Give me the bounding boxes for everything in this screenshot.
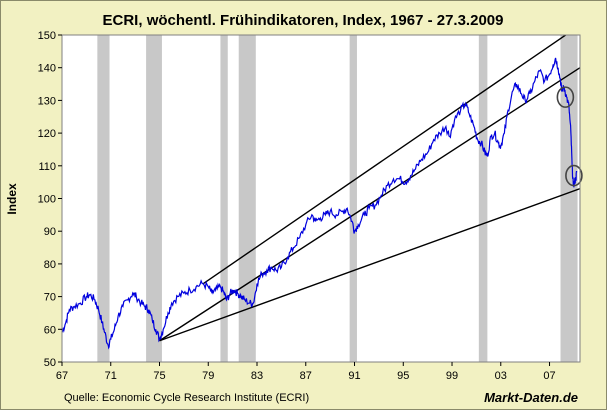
x-tick-label: 91	[348, 370, 360, 382]
x-tick-label: 07	[543, 370, 555, 382]
recession-band	[238, 35, 256, 362]
trend-line	[202, 35, 567, 285]
recession-band	[478, 35, 488, 362]
x-tick-label: 71	[105, 370, 117, 382]
y-tick-label: 140	[38, 63, 56, 75]
trend-line	[159, 188, 580, 342]
brand-label: Markt-Daten.de	[484, 390, 578, 405]
x-tick-label: 79	[202, 370, 214, 382]
plot-area	[62, 35, 580, 362]
y-tick-label: 110	[38, 161, 56, 173]
recession-band	[349, 35, 357, 362]
x-tick-label: 83	[251, 370, 263, 382]
y-tick-label: 150	[38, 30, 56, 42]
x-tick-label: 03	[495, 370, 507, 382]
highlight-circle	[556, 86, 575, 108]
recession-band	[220, 35, 228, 362]
y-tick-label: 100	[38, 194, 56, 206]
y-tick-label: 50	[44, 357, 56, 369]
chart-title: ECRI, wöchentl. Frühindikatoren, Index, …	[103, 12, 504, 29]
recession-band	[560, 35, 578, 362]
y-tick-label: 70	[44, 292, 56, 304]
highlight-circle	[565, 164, 583, 187]
x-axis: 67 71 75 79 83 87 91 95 99 03 07	[56, 362, 556, 382]
ecri-series-line	[61, 57, 578, 350]
y-axis-label: Index	[5, 183, 19, 215]
y-tick-label: 120	[38, 128, 56, 140]
x-tick-label: 75	[153, 370, 165, 382]
x-tick-label: 99	[446, 370, 458, 382]
recession-band	[146, 35, 162, 362]
y-axis: 50 60 70 80 90 100 110 120 130 140 150	[38, 30, 62, 369]
recession-band	[97, 35, 110, 362]
recession-bands	[97, 35, 578, 362]
y-tick-label: 80	[44, 259, 56, 271]
y-tick-label: 130	[38, 95, 56, 107]
x-tick-label: 67	[56, 370, 68, 382]
x-tick-label: 87	[300, 370, 312, 382]
y-tick-label: 90	[44, 226, 56, 238]
y-tick-label: 60	[44, 324, 56, 336]
x-tick-label: 95	[397, 370, 409, 382]
source-note: Quelle: Economic Cycle Research Institut…	[64, 392, 309, 404]
highlight-circles	[556, 86, 583, 187]
